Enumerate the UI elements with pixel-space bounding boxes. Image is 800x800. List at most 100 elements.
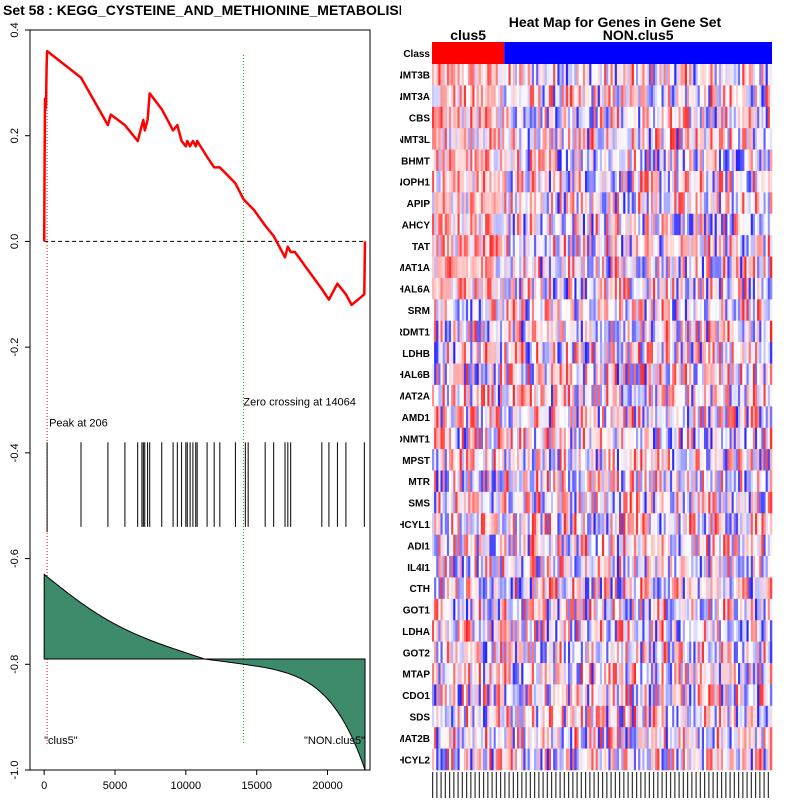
heatmap-cell — [546, 577, 550, 600]
heatmap-cell — [604, 149, 607, 172]
heatmap-cell — [557, 235, 560, 257]
heatmap-cell — [487, 705, 490, 728]
heatmap-cell — [746, 128, 749, 150]
heatmap-cell — [570, 513, 573, 535]
heatmap-cell — [765, 192, 769, 215]
heatmap-cell — [440, 277, 443, 300]
heatmap-cell — [568, 598, 571, 621]
heatmap-cell — [593, 513, 596, 535]
heatmap-cell — [587, 449, 590, 471]
heatmap-cell — [493, 192, 497, 215]
heatmap-cell — [491, 299, 494, 322]
heatmap-cell — [621, 128, 624, 150]
heatmap-cell — [440, 170, 443, 193]
heatmap-cell — [491, 427, 494, 450]
heatmap-cell — [504, 577, 507, 600]
heatmap-cell — [449, 213, 452, 236]
heatmap-cell — [659, 449, 662, 471]
heatmap-cell — [657, 663, 660, 685]
heatmap-cell — [627, 577, 630, 600]
heatmap-cell — [648, 663, 652, 685]
heatmap-cell — [735, 277, 739, 300]
heatmap-cell — [461, 449, 465, 471]
heatmap-cell — [472, 427, 475, 450]
heatmap-cell — [587, 620, 590, 642]
heatmap-cell — [763, 299, 766, 322]
heatmap-cell — [763, 620, 766, 642]
heatmap-cell — [761, 213, 764, 236]
heatmap-cell — [551, 363, 554, 386]
heatmap-cell — [470, 149, 473, 172]
heatmap-cell — [680, 299, 684, 322]
heatmap-cell — [474, 64, 477, 86]
heatmap-cell — [487, 256, 490, 279]
heatmap-cell — [623, 363, 626, 386]
heatmap-cell — [559, 256, 562, 279]
heatmap-cell — [693, 213, 696, 236]
gene-label: ENOPH1 — [400, 178, 430, 189]
heatmap-cell — [438, 277, 441, 300]
heatmap-cell — [487, 598, 490, 621]
heatmap-cell — [551, 577, 554, 600]
heatmap-cell — [534, 427, 537, 450]
heatmap-cell — [504, 491, 507, 514]
heatmap-cell — [695, 384, 698, 407]
heatmap-cell — [740, 491, 743, 514]
heatmap-cell — [678, 513, 681, 535]
heatmap-cell — [574, 384, 577, 407]
heatmap-cell — [525, 85, 528, 108]
heatmap-cell — [602, 192, 605, 215]
heatmap-cell — [483, 277, 486, 300]
heatmap-cell — [542, 213, 545, 236]
heatmap-cell — [546, 85, 550, 108]
heatmap-cell — [512, 470, 516, 493]
heatmap-cell — [572, 256, 575, 279]
heatmap-cell — [718, 427, 722, 450]
heatmap-cell — [604, 406, 607, 428]
heatmap-cell — [657, 106, 660, 129]
heatmap-cell — [489, 363, 492, 386]
heatmap-cell — [697, 406, 701, 428]
heatmap-cell — [468, 598, 471, 621]
heatmap-cell — [504, 106, 507, 129]
heatmap-cell — [627, 513, 630, 535]
heatmap-cell — [436, 192, 439, 215]
heatmap-cell — [653, 491, 656, 514]
heatmap-cell — [497, 491, 501, 514]
heatmap-cell — [627, 85, 630, 108]
heatmap-cell — [627, 684, 630, 707]
heatmap-cell — [769, 598, 773, 621]
heatmap-cell — [746, 192, 749, 215]
heatmap-cell — [491, 128, 494, 150]
heatmap-cell — [438, 363, 441, 386]
heatmap-cell — [485, 684, 488, 707]
heatmap-cell — [687, 620, 690, 642]
heatmap-cell — [531, 556, 535, 578]
heatmap-cell — [463, 106, 467, 129]
heatmap-cell — [680, 149, 684, 172]
heatmap-cell — [633, 384, 637, 407]
heatmap-cell — [610, 513, 613, 535]
heatmap-cell — [476, 256, 480, 279]
heatmap-cell — [574, 556, 577, 578]
heatmap-cell — [455, 106, 458, 129]
heatmap-cell — [561, 128, 565, 150]
heatmap-cell — [723, 556, 726, 578]
heatmap-cell — [491, 641, 494, 664]
heatmap-cell — [485, 235, 488, 257]
heatmap-cell — [757, 384, 760, 407]
heatmap-cell — [680, 684, 684, 707]
heatmap-cell — [438, 85, 441, 108]
heatmap-cell — [466, 684, 469, 707]
heatmap-cell — [478, 705, 482, 728]
heatmap-cell — [621, 491, 624, 514]
heatmap-cell — [580, 470, 584, 493]
heatmap-cell — [572, 85, 575, 108]
heatmap-cell — [612, 192, 616, 215]
heatmap-cell — [591, 449, 594, 471]
heatmap-cell — [727, 470, 730, 493]
heatmap-cell — [689, 384, 692, 407]
heatmap-cell — [691, 384, 694, 407]
heatmap-cell — [542, 170, 545, 193]
heatmap-cell — [536, 85, 539, 108]
